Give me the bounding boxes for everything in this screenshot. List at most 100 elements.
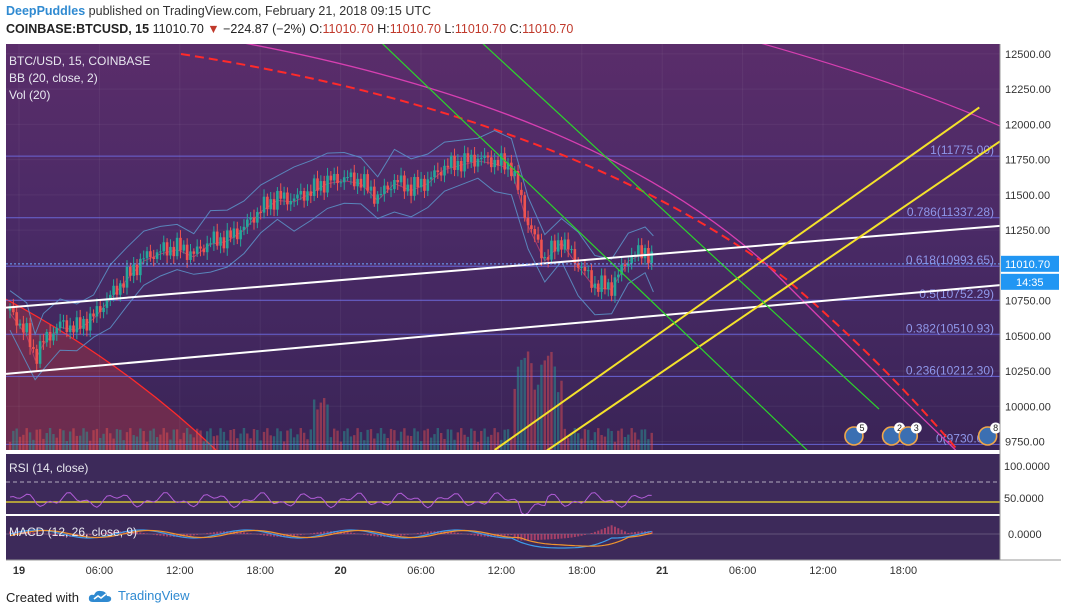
macd-hist-bar (603, 527, 606, 534)
volume-bar (379, 428, 383, 450)
volume-bar (256, 429, 259, 450)
macd-hist-bar (386, 534, 389, 537)
candle-body (215, 231, 219, 246)
volume-bar (179, 439, 182, 450)
candle-body (613, 277, 617, 296)
volume-bar (393, 430, 396, 450)
candle-body (469, 154, 473, 163)
volume-bar (25, 428, 28, 450)
candle-body (282, 192, 286, 199)
main-pane-bg (6, 44, 1000, 450)
author-link[interactable]: DeepPuddles (6, 4, 86, 18)
candle-body (393, 179, 396, 190)
candle-body (289, 201, 293, 205)
tradingview-link[interactable]: TradingView (88, 588, 190, 603)
volume-bar (513, 388, 516, 450)
candle-body (269, 199, 273, 210)
chart-svg[interactable]: 1(11775.00) 0.786(11337.28) 0.618(10993.65… (6, 44, 1061, 581)
volume-bar (212, 436, 216, 450)
candle-body (643, 248, 647, 259)
candle-body (286, 192, 289, 205)
volume-bar (68, 431, 72, 450)
volume-bar (52, 434, 55, 450)
volume-bar (336, 430, 339, 450)
time-tick-label: 19 (13, 565, 25, 577)
candle-body (142, 258, 145, 260)
time-tick-label: 12:00 (809, 565, 837, 577)
candle-body (500, 153, 503, 166)
macd-hist-bar (430, 531, 433, 534)
macd-hist-bar (166, 534, 169, 537)
volume-bar (242, 428, 246, 450)
volume-bar (480, 430, 483, 450)
channel-green-lower (382, 44, 808, 450)
macd-hist-bar (55, 534, 58, 536)
volume-bar (266, 428, 269, 450)
macd-hist-bar (273, 534, 276, 537)
volume-bar (429, 437, 433, 450)
macd-hist-bar (343, 531, 346, 534)
volume-bar (590, 440, 593, 450)
event-flag-icon: 2 (881, 422, 906, 446)
candle-body (58, 321, 62, 328)
rsi-tick-label: 50.0000 (1004, 493, 1044, 505)
bb-legend: BB (20, close, 2) (9, 71, 98, 85)
candle-body (543, 257, 547, 259)
volume-bar (249, 438, 252, 450)
candle-body (520, 189, 523, 196)
event-count-badge (910, 422, 922, 434)
symbol-label: COINBASE:BTCUSD, 15 (6, 22, 150, 36)
volume-bar (192, 437, 196, 450)
macd-hist-bar (176, 534, 179, 537)
candle-body (118, 283, 122, 295)
macd-hist-bar (453, 532, 456, 534)
price-tick-label: 10500.00 (1005, 331, 1051, 343)
tradingview-brand: TradingView (118, 588, 190, 603)
volume-bar (373, 438, 376, 450)
volume-bar (460, 428, 463, 450)
macd-hist-bar (590, 532, 593, 534)
macd-hist-bar (52, 534, 55, 536)
candle-body (336, 173, 339, 184)
volume-bar (142, 431, 145, 450)
volume-bar (607, 428, 610, 450)
macd-hist-bar (403, 534, 406, 536)
volume-bar (28, 432, 32, 450)
macd-hist-bar (109, 531, 112, 534)
volume-bar (209, 428, 212, 450)
volume-bar (389, 428, 393, 450)
candle-body (583, 267, 587, 271)
volume-bar (162, 428, 165, 450)
volume-bar (12, 430, 15, 450)
volume-bar (353, 435, 356, 450)
time-tick-label: 18:00 (246, 565, 274, 577)
candle-body (510, 162, 513, 177)
candle-body (85, 318, 89, 331)
candle-body (523, 195, 527, 218)
volume-bar (149, 430, 152, 450)
candle-body (246, 219, 249, 227)
volume-bar (145, 441, 149, 450)
arc-top-magenta (245, 44, 957, 450)
volume-bar (289, 428, 292, 450)
volume-bar (105, 428, 109, 450)
candle-body (259, 211, 262, 213)
candle-body (586, 270, 590, 272)
volume-bar (35, 429, 38, 450)
macd-hist-bar (316, 532, 319, 534)
volume-bar (446, 429, 450, 450)
candle-body (292, 198, 296, 202)
price-tick-label: 10000.00 (1005, 401, 1051, 413)
cloud-logo-icon (88, 590, 112, 602)
candle-body (212, 231, 216, 244)
candle-body (496, 160, 500, 166)
low-label: L: (444, 22, 455, 36)
candle-body (242, 226, 246, 231)
trendline-lower (6, 284, 1000, 375)
volume-bar (115, 429, 119, 450)
chart-area[interactable]: 1(11775.00) 0.786(11337.28) 0.618(10993.65… (6, 44, 1061, 581)
candle-body (32, 347, 35, 349)
volume-bar (299, 428, 302, 450)
volume-bar (269, 435, 272, 450)
volume-bar (453, 439, 456, 450)
